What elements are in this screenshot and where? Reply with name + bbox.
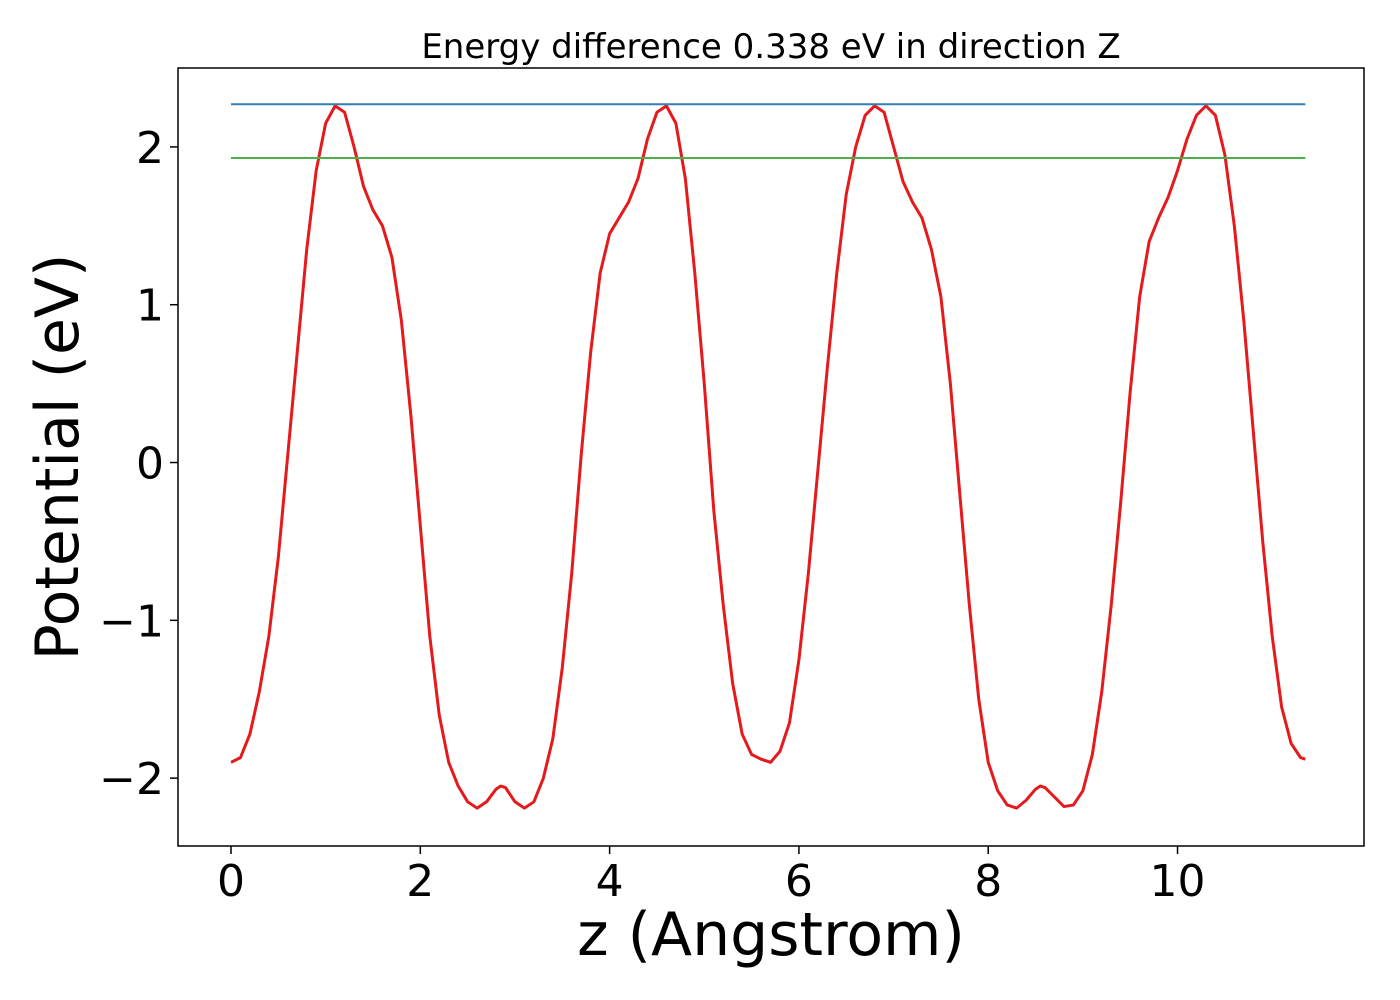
y-tick-label: 2 — [136, 123, 164, 174]
potential-curve — [230, 104, 1306, 810]
x-tick-label: 4 — [596, 856, 624, 907]
y-tick-label: 0 — [136, 439, 164, 490]
x-tick-label: 0 — [217, 856, 245, 907]
y-axis: −2 −1 0 1 2 — [99, 123, 178, 805]
plot-area — [230, 103, 1306, 810]
x-tick-label: 8 — [974, 856, 1002, 907]
x-axis-label: z (Angstrom) — [577, 900, 965, 970]
x-tick-label: 10 — [1150, 856, 1206, 907]
y-tick-label: −1 — [99, 596, 164, 647]
x-tick-label: 6 — [785, 856, 813, 907]
y-tick-label: 1 — [136, 281, 164, 332]
x-tick-label: 2 — [406, 856, 434, 907]
plot-frame — [177, 67, 1365, 847]
y-tick-label: −2 — [99, 754, 164, 805]
x-axis: 0 2 4 6 8 10 — [217, 846, 1206, 907]
chart-title: Energy difference 0.338 eV in direction … — [421, 27, 1120, 67]
y-axis-label: Potential (eV) — [23, 254, 93, 661]
